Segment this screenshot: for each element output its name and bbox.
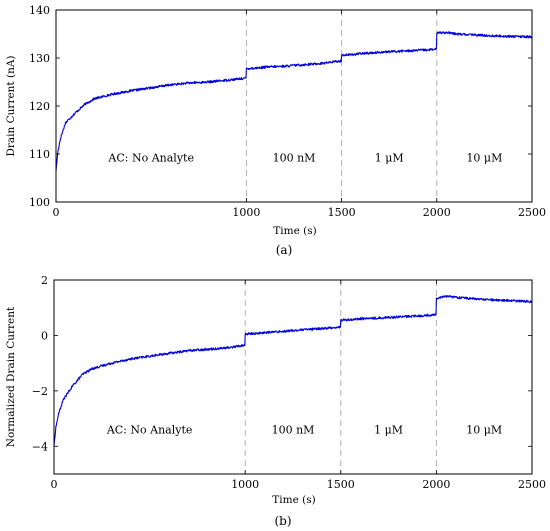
y-tick-label: 140 — [29, 4, 50, 17]
series-line — [55, 31, 533, 172]
x-tick-label: 2000 — [422, 478, 450, 491]
y-tick-label: 130 — [29, 52, 50, 65]
region-label: 10 μM — [466, 423, 502, 436]
panel-b: 0 1000 1500 2000 2500 −4 −2 0 2 AC: No Analyte 100… — [5, 274, 546, 528]
y-axis-label: Normalized Drain Current — [5, 306, 17, 447]
panel-caption: (a) — [276, 243, 293, 257]
region-label: AC: No Analyte — [107, 152, 194, 165]
region-label: 1 μM — [375, 152, 404, 165]
x-axis-label: Time (s) — [273, 225, 316, 237]
x-tick-label: 0 — [51, 478, 58, 491]
y-tick-label: 0 — [41, 329, 48, 342]
x-tick-label: 0 — [53, 206, 60, 219]
region-label: AC: No Analyte — [106, 423, 193, 436]
panel-a: 0 1000 1500 2000 2500 100 110 120 130 140 AC: No A… — [5, 4, 546, 257]
x-tick-label: 2500 — [518, 478, 546, 491]
x-tick-label: 1500 — [328, 206, 356, 219]
region-label: 10 μM — [466, 152, 502, 165]
y-tick-label: −4 — [32, 440, 48, 453]
x-tick-label: 1000 — [231, 478, 259, 491]
x-tick-label: 2000 — [423, 206, 451, 219]
y-tick-label: 110 — [29, 148, 50, 161]
region-label: 100 nM — [273, 152, 316, 165]
region-label: 100 nM — [272, 423, 315, 436]
x-tick-label: 1000 — [232, 206, 260, 219]
panel-caption: (b) — [274, 514, 291, 528]
y-tick-label: −2 — [32, 385, 48, 398]
x-tick-label: 2500 — [518, 206, 546, 219]
y-tick-label: 2 — [41, 274, 48, 287]
y-tick-label: 120 — [29, 100, 50, 113]
y-axis-label: Drain Current (nA) — [5, 55, 17, 156]
series-line — [53, 294, 533, 447]
x-tick-label: 1500 — [327, 478, 355, 491]
region-label: 1 μM — [374, 423, 403, 436]
plot-frame — [55, 9, 533, 203]
x-axis-label: Time (s) — [272, 494, 315, 506]
y-tick-label: 100 — [29, 196, 50, 209]
plot-frame — [53, 279, 533, 475]
